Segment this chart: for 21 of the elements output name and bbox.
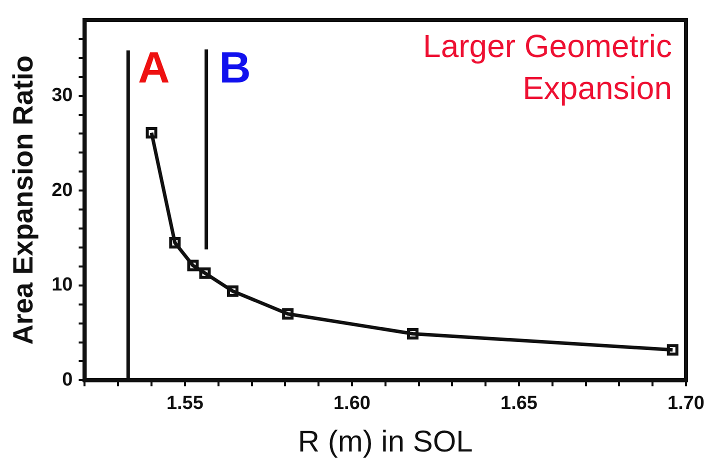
y-tick-label: 0 (62, 369, 73, 390)
point (199, 267, 211, 279)
y-tick-label: 20 (52, 180, 73, 201)
annotation: A (138, 44, 170, 93)
point (187, 260, 199, 272)
point (146, 127, 158, 139)
point (169, 237, 181, 248)
annotation: Larger Geometric Expansion (423, 28, 672, 106)
y-tick-label: 10 (52, 274, 73, 296)
point (407, 328, 418, 340)
x-tick-label: 1.60 (333, 392, 370, 414)
y-tick-label: 30 (52, 85, 73, 106)
x-tick-label: 1.65 (500, 392, 538, 414)
point (666, 344, 678, 356)
x-tick-label: 1.70 (668, 392, 704, 414)
x-axis-title: R (m) in SOL (298, 425, 473, 458)
y-axis-title: Area Expansion Ratio (8, 55, 39, 345)
point (282, 308, 294, 320)
x-tick-label: 1.55 (166, 392, 204, 414)
point (226, 285, 238, 297)
annotation: B (219, 44, 251, 93)
